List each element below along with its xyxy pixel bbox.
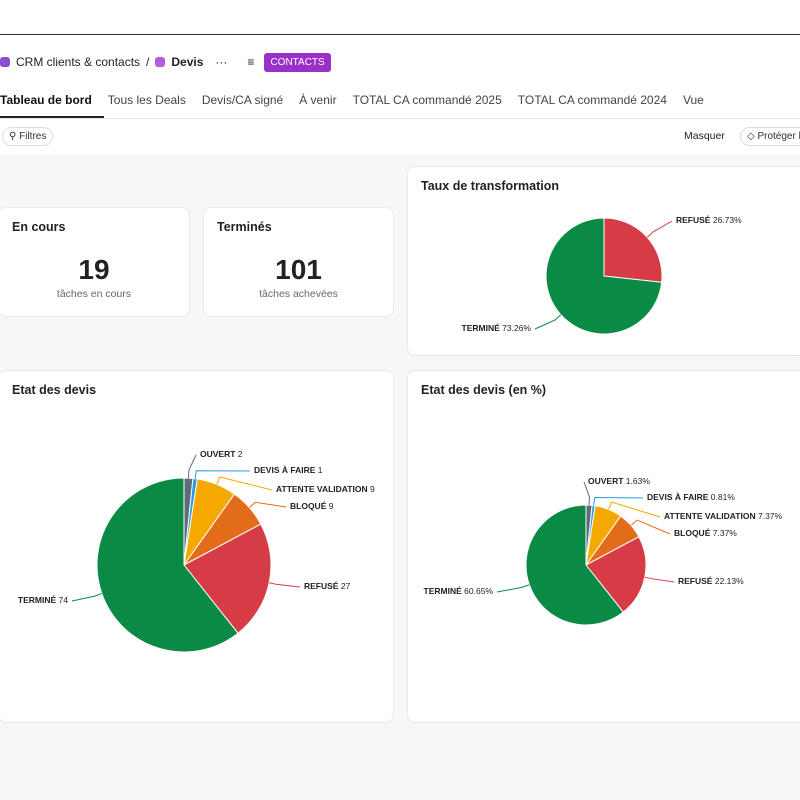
tab[interactable]: Tableau de bord	[0, 93, 92, 107]
pie-slice	[545, 217, 663, 335]
tabs: Tableau de bord Tous les Deals Devis/CA si…	[0, 88, 800, 112]
chart-title: Taux de transformation	[421, 179, 559, 193]
card: En cours 19 tâches en cours	[0, 207, 190, 317]
slice-category: DEVIS À FAIRE	[647, 492, 709, 502]
slice-value: 73.26%	[502, 323, 531, 333]
slice-value: 27	[341, 581, 351, 591]
slice-category: TERMINÉ	[462, 323, 501, 333]
slice-label: REFUSÉ 27	[304, 581, 351, 591]
leader-line	[249, 501, 287, 508]
card-title: Terminés	[217, 220, 272, 234]
leader-line	[630, 519, 671, 535]
more[interactable]: ···	[215, 55, 228, 69]
slice-category: OUVERT	[588, 476, 624, 486]
protect-button[interactable]: ◇ Protéger l	[740, 127, 800, 146]
pie-slice	[585, 536, 647, 613]
slice-label: BLOQUÉ 7.37%	[674, 528, 737, 538]
tab[interactable]: Tous les Deals	[107, 93, 186, 107]
slice-category: TERMINÉ	[18, 595, 57, 605]
breadcrumb: CRM clients & contacts / Devis ··· ≡ CON…	[0, 52, 331, 72]
slice-value: 1.63%	[626, 476, 651, 486]
workspace-icon	[0, 57, 10, 67]
slice-label: TERMINÉ 60.65%	[424, 586, 494, 596]
slice-category: BLOQUÉ	[674, 528, 711, 538]
slice-category: REFUSÉ	[676, 215, 711, 225]
slice-label: TERMINÉ 74	[18, 595, 68, 605]
tab[interactable]: Devis/CA signé	[201, 93, 284, 107]
slice-value: 9	[329, 501, 334, 511]
slice-label: ATTENTE VALIDATION 9	[276, 484, 375, 494]
active-tab-underline	[0, 116, 104, 118]
slice-category: BLOQUÉ	[290, 501, 327, 511]
pie-slice	[96, 477, 239, 653]
pie-slice	[603, 217, 663, 283]
card: Terminés 101 tâches achevées	[203, 207, 394, 317]
top-border	[0, 34, 800, 35]
slice-category: OUVERT	[200, 449, 236, 459]
page-icon	[155, 57, 166, 67]
slice-category: REFUSÉ	[304, 581, 339, 591]
slice-label: REFUSÉ 22.13%	[678, 576, 744, 586]
leader-line	[593, 497, 644, 506]
slice-label: ATTENTE VALIDATION 7.37%	[664, 511, 783, 521]
tab[interactable]: Vue	[682, 93, 704, 107]
slice-category: ATTENTE VALIDATION	[276, 484, 368, 494]
tab[interactable]: À venir	[299, 93, 337, 107]
slice-category: DEVIS À FAIRE	[254, 465, 316, 475]
slice-label: TERMINÉ 73.26%	[462, 323, 532, 333]
chart-title: Etat des devis	[12, 383, 97, 397]
hide-button[interactable]: Masquer	[684, 130, 725, 142]
card-value: 101	[275, 254, 322, 285]
slice-label: REFUSÉ 26.73%	[676, 215, 742, 225]
slice-category: ATTENTE VALIDATION	[664, 511, 756, 521]
separator-line	[0, 118, 800, 119]
card-caption: tâches achevées	[259, 288, 338, 300]
leader-line	[646, 220, 673, 238]
chart-title: Etat des devis (en %)	[421, 383, 547, 397]
card-title: En cours	[12, 220, 66, 234]
leader-line	[496, 584, 530, 593]
leader-line	[216, 476, 273, 491]
leader-line	[644, 576, 675, 583]
slice-label: BLOQUÉ 9	[290, 501, 334, 511]
slice-label: DEVIS À FAIRE 0.81%	[647, 492, 735, 502]
slice-value: 7.37%	[758, 511, 783, 521]
workspace[interactable]: CRM clients & contacts	[16, 55, 141, 69]
slice-value: 60.65%	[464, 586, 493, 596]
slice-category: REFUSÉ	[678, 576, 713, 586]
slice-label: OUVERT 2	[200, 449, 243, 459]
slice-value: 22.13%	[715, 576, 744, 586]
leader-line	[187, 454, 197, 479]
leader-line	[608, 501, 661, 518]
card-caption: tâches en cours	[56, 288, 132, 300]
filters: Filtres	[19, 131, 47, 142]
tab[interactable]: TOTAL CA commandé 2025	[352, 93, 502, 107]
leader-line	[71, 593, 102, 602]
slice-value: 2	[238, 449, 243, 459]
tag[interactable]: CONTACTS	[264, 52, 331, 72]
leader-line	[583, 481, 590, 506]
leader-line	[269, 582, 301, 588]
slice-value: 9	[370, 484, 375, 494]
slice-value: 1	[318, 465, 323, 475]
slice-value: 74	[59, 595, 69, 605]
slice-value: 7.37%	[713, 528, 738, 538]
slice-category: TERMINÉ	[424, 586, 463, 596]
slice-label: DEVIS À FAIRE 1	[254, 465, 323, 475]
pie-slice	[183, 523, 272, 634]
leader-line	[194, 470, 251, 479]
protect: Protéger l	[757, 131, 800, 142]
card-value: 19	[78, 254, 110, 285]
slice-value: 26.73%	[713, 215, 742, 225]
slice-label: OUVERT 1.63%	[588, 476, 650, 486]
menu-icon[interactable]: ≡	[247, 55, 255, 69]
filters-button[interactable]: ⚲ Filtres	[2, 127, 54, 146]
separator: /	[146, 55, 150, 69]
page-name[interactable]: Devis	[171, 55, 204, 69]
slice-value: 0.81%	[711, 492, 736, 502]
leader-line	[534, 314, 562, 330]
tab[interactable]: TOTAL CA commandé 2024	[517, 93, 667, 107]
